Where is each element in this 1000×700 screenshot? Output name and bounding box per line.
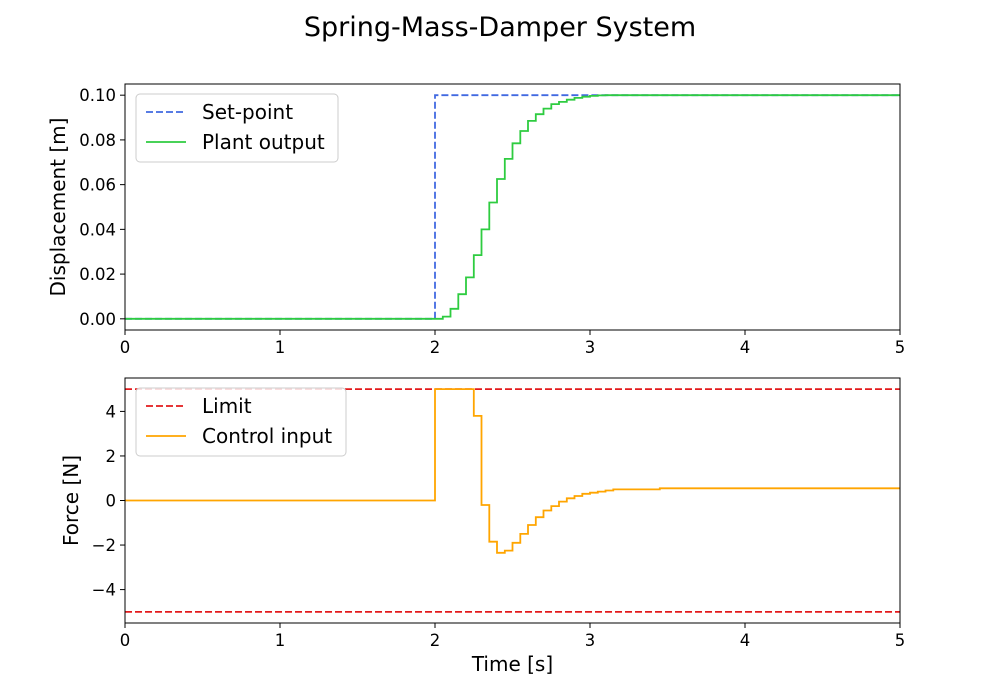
y-tick-label: 0.04 <box>79 220 116 239</box>
x-tick-label: 1 <box>275 338 286 357</box>
series-line-plant-output-top <box>125 94 900 320</box>
x-axis-label: Time [s] <box>471 652 553 676</box>
x-tick-label: 5 <box>895 338 906 357</box>
y-tick-label: 0.00 <box>79 310 116 329</box>
x-tick-label: 2 <box>430 631 441 650</box>
figure-title: Spring-Mass-Damper System <box>304 12 696 43</box>
series-line-control-input-bottom <box>125 388 900 554</box>
legend: Limit Control input <box>135 387 347 457</box>
y-tick-label: 2 <box>106 447 117 466</box>
y-tick-label: 0.08 <box>79 131 116 150</box>
legend-label: Control input <box>202 424 332 448</box>
y-axis-label: Displacement [m] <box>46 118 70 297</box>
x-tick-label: 3 <box>585 338 596 357</box>
legend: Set-point Plant output <box>135 93 339 163</box>
y-axis-label: Force [N] <box>59 455 83 546</box>
legend-label: Limit <box>202 394 252 418</box>
legend-label: Set-point <box>202 100 293 124</box>
x-tick-label: 3 <box>585 631 596 650</box>
x-tick-label: 4 <box>740 338 751 357</box>
y-tick-label: 0 <box>106 492 117 511</box>
top-axes-displacement: 0 1 2 3 4 5 0.00 0.02 0.04 0.06 0.08 0.10 Displaceme… <box>46 83 906 357</box>
x-tick-label: 0 <box>120 631 131 650</box>
y-tick-label: 0.02 <box>79 265 116 284</box>
x-tick-label: 2 <box>430 338 441 357</box>
y-tick-label: −4 <box>92 581 116 600</box>
x-tick-label: 5 <box>895 631 906 650</box>
y-tick-label: −2 <box>92 536 116 555</box>
y-tick-label: 0.10 <box>79 86 116 105</box>
legend-label: Plant output <box>202 130 325 154</box>
legend-box <box>135 387 347 457</box>
bottom-axes-force: 0 1 2 3 4 5 −4 −2 0 2 4 Force [N] Time [s] Limit Contr… <box>59 377 906 676</box>
x-tick-label: 4 <box>740 631 751 650</box>
axes-frame <box>124 83 901 331</box>
x-tick-label: 1 <box>275 631 286 650</box>
y-tick-label: 4 <box>106 402 117 421</box>
x-tick-label: 0 <box>120 338 131 357</box>
legend-box <box>135 93 339 163</box>
y-tick-label: 0.06 <box>79 176 116 195</box>
